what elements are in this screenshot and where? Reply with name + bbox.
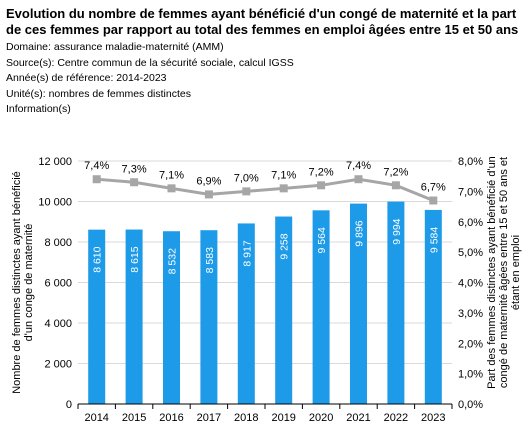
line-point	[130, 178, 139, 187]
line-value-label: 7,3%	[122, 163, 147, 175]
x-tick-label: 2016	[159, 412, 183, 424]
bar	[125, 229, 143, 404]
y2-tick-label: 3,0%	[458, 308, 483, 320]
chart-title: Evolution du nombre de femmes ayant béné…	[6, 6, 519, 37]
x-tick-label: 2017	[197, 412, 221, 424]
bar-value-label: 8 917	[241, 240, 253, 266]
bar	[312, 210, 330, 404]
y2-tick-label: 5,0%	[458, 247, 483, 259]
bar	[88, 229, 106, 404]
axes: 0 2 000 4 000 6 000 8 000 10 000 12 000 0,0% 1,0…	[11, 156, 522, 424]
meta-sources: Source(s): Centre commun de la sécurité …	[6, 56, 294, 69]
line-series: 7,4% 7,3% 7,1% 6,9% 7,0% 7,1% 7,2% 7,4% 7,2% 6,7%	[84, 160, 446, 205]
y2-tick-label: 7,0%	[458, 186, 483, 198]
line-point	[279, 184, 288, 193]
y-tick-label: 6 000	[44, 278, 72, 290]
meta-domaine: Domaine: assurance maladie-maternité (AM…	[6, 41, 224, 53]
x-tick-label: 2018	[234, 412, 258, 424]
meta-unites: Unité(s): nombres de femmes distinctes	[6, 87, 191, 100]
bar-value-label: 9 258	[279, 233, 291, 259]
line-value-label: 7,1%	[271, 169, 296, 181]
line-value-label: 7,1%	[159, 169, 184, 181]
y2-tick-label: 0,0%	[458, 399, 483, 411]
y2-tick-label: 2,0%	[458, 338, 483, 350]
bar-value-label: 8 583	[204, 247, 216, 273]
line-value-label: 7,2%	[309, 166, 334, 178]
line-point	[354, 175, 363, 184]
y2-tick-label: 6,0%	[458, 217, 483, 229]
meta-information: Information(s)	[6, 103, 71, 115]
y2-tick-label: 1,0%	[458, 369, 483, 381]
y-tick-label: 10 000	[38, 197, 72, 209]
bar	[424, 209, 442, 404]
bar-series: 8 610 8 615 8 532 8 583 8 917 9 258 9 564 9 896…	[88, 201, 442, 404]
line-point	[429, 196, 438, 205]
line-value-label: 6,9%	[196, 175, 221, 187]
y-tick-label: 0	[66, 399, 72, 411]
line-point	[167, 184, 176, 193]
y2-axis-title: Part des femmes distinctes ayant bénéfic…	[486, 156, 522, 389]
line-point	[391, 181, 400, 190]
line-value-label: 7,4%	[84, 160, 109, 172]
x-tick-label: 2021	[346, 412, 370, 424]
bar	[200, 230, 218, 404]
line-point	[204, 190, 213, 199]
line-point	[317, 181, 326, 190]
line-point	[92, 175, 101, 184]
line-value-label: 7,2%	[383, 166, 408, 178]
y-tick-label: 4 000	[44, 318, 72, 330]
x-tick-label: 2020	[309, 412, 333, 424]
bar	[163, 231, 180, 404]
y-tick-label: 12 000	[38, 156, 72, 168]
x-tick-label: 2023	[421, 412, 445, 424]
x-tick-label: 2015	[122, 412, 146, 424]
y2-tick-label: 4,0%	[458, 278, 483, 290]
y-tick-label: 8 000	[44, 237, 72, 249]
line-path	[96, 177, 434, 202]
bar-value-label: 8 532	[167, 248, 179, 274]
line-value-label: 6,7%	[421, 181, 446, 193]
line-value-label: 7,0%	[234, 172, 259, 184]
y-tick-label: 2 000	[44, 359, 72, 371]
line-value-label: 7,4%	[346, 160, 371, 172]
y2-tick-label: 8,0%	[458, 156, 483, 168]
bar	[275, 216, 293, 404]
bar-value-label: 8 610	[92, 246, 104, 272]
x-tick-label: 2014	[84, 412, 108, 424]
line-point	[242, 187, 251, 196]
y-axis-title: Nombre de femmes distinctes ayant bénéfi…	[11, 171, 35, 394]
chart-header: Evolution du nombre de femmes ayant béné…	[6, 6, 524, 118]
bar-value-label: 9 584	[428, 227, 440, 253]
bar	[387, 201, 405, 404]
bar-value-label: 9 994	[391, 218, 403, 244]
meta-annees: Année(s) de référence: 2014-2023	[6, 72, 167, 84]
bar	[237, 223, 255, 404]
bar-value-label: 8 615	[129, 246, 141, 272]
x-tick-label: 2022	[384, 412, 408, 424]
bar-value-label: 9 564	[316, 227, 328, 253]
bar-value-label: 9 896	[354, 220, 366, 246]
x-tick-label: 2019	[271, 412, 295, 424]
bar	[350, 203, 367, 404]
